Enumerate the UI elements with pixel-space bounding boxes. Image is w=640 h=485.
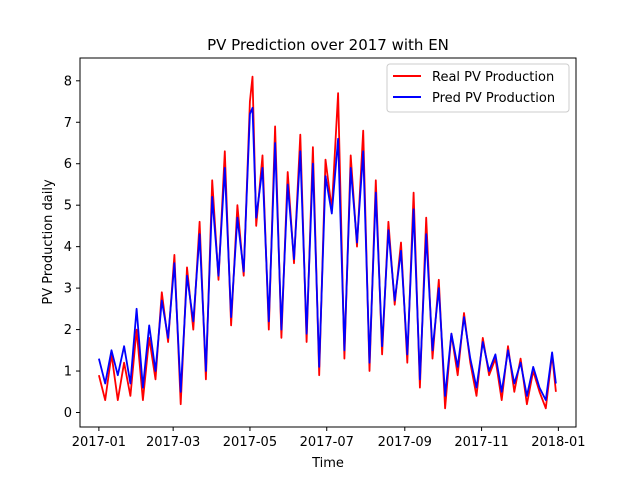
x-axis-label: Time: [311, 456, 344, 471]
y-tick-label: 5: [64, 199, 72, 214]
y-tick-label: 7: [64, 116, 72, 131]
y-tick-label: 0: [64, 406, 72, 421]
x-tick-label: 2017-01: [72, 435, 126, 450]
y-tick-label: 1: [64, 365, 72, 380]
plot-frame: [79, 57, 577, 428]
x-tick-label: 2017-05: [223, 435, 277, 450]
legend-label-real: Real PV Production: [432, 70, 554, 85]
y-tick-label: 8: [64, 74, 72, 89]
legend-box: [386, 63, 570, 113]
series-layer: [98, 75, 557, 410]
legend-label-pred: Pred PV Production: [432, 91, 555, 106]
x-tick-label: 2017-07: [300, 435, 354, 450]
y-tick-label: 2: [64, 323, 72, 338]
y-tick-label: 4: [64, 240, 72, 255]
series-line-1: [98, 106, 557, 402]
legend: Real PV Production Pred PV Production: [386, 63, 570, 113]
x-tick-label: 2017-11: [454, 435, 508, 450]
x-axis: 2017-01 2017-03 2017-05 2017-07 2017-09 2017-…: [72, 427, 586, 450]
y-tick-label: 3: [64, 282, 72, 297]
x-tick-label: 2017-09: [378, 435, 432, 450]
y-axis: 0 1 2 3 4 5 6 7 8: [64, 74, 80, 421]
y-tick-label: 6: [64, 157, 72, 172]
y-axis-label: PV Production daily: [41, 179, 56, 305]
x-tick-label: 2018-01: [531, 435, 585, 450]
x-tick-label: 2017-03: [146, 435, 200, 450]
chart-title: PV Prediction over 2017 with EN: [207, 36, 449, 54]
